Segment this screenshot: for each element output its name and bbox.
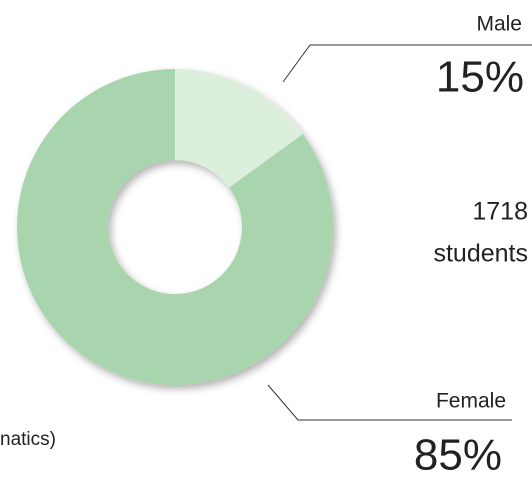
- legend-label: Female: [436, 390, 506, 413]
- data-label: 15%: [436, 53, 524, 102]
- data-label: 85%: [414, 431, 502, 480]
- donut: [17, 69, 333, 385]
- leader-line: [267, 384, 512, 421]
- caption: natics): [0, 429, 56, 450]
- donut-slice: [175, 69, 303, 188]
- total-label: 1718: [472, 198, 528, 226]
- total-label: students: [433, 240, 528, 268]
- legend-label: Male: [476, 13, 522, 36]
- donut-slice: [17, 69, 333, 385]
- leader-line: [282, 44, 532, 83]
